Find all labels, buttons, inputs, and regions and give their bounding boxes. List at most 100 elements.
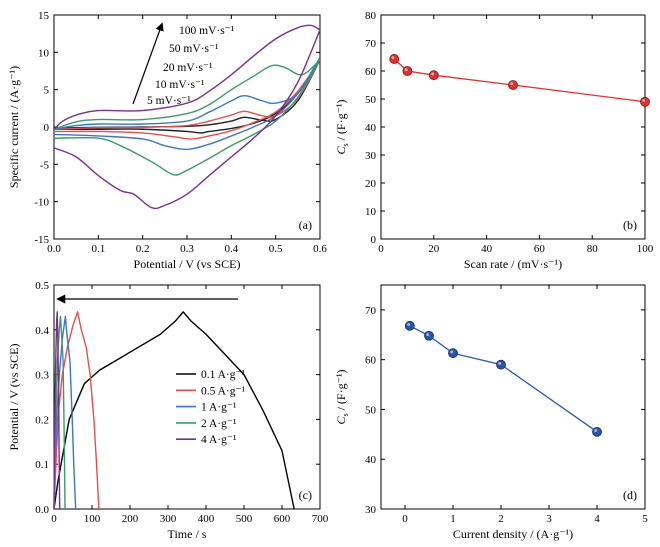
- cs-symbol: C: [334, 146, 348, 155]
- data-point: [428, 70, 439, 81]
- data-point-highlight: [450, 350, 454, 354]
- plot-frame: [53, 284, 321, 510]
- y-tick-label: 10: [38, 47, 50, 59]
- y-tick-label: 30: [365, 504, 377, 516]
- cs-symbol: C: [334, 416, 348, 425]
- y-tick-label: 0.0: [35, 504, 49, 516]
- x-tick-label: 0: [402, 513, 408, 525]
- y-tick-label: 70: [365, 38, 377, 50]
- y-tick-label: 60: [365, 66, 377, 78]
- x-tick-label: 0.0: [47, 243, 61, 255]
- x-tick-label: 300: [160, 513, 177, 525]
- data-point: [404, 320, 415, 331]
- y-tick-label: 0: [44, 122, 50, 134]
- y-tick-label: 60: [365, 355, 377, 367]
- panel-b: 0 20 40 60 80 100 0 10 20 30 40 50 60 70 80 Scan rate /…: [334, 10, 654, 271]
- gcd-curve-4: [53, 311, 61, 510]
- y-tick-label: 80: [365, 10, 377, 22]
- scan-rate-arrow: [132, 22, 164, 105]
- y-axis-unit: / (F·g⁻¹): [334, 99, 348, 143]
- x-tick-label: 200: [122, 513, 139, 525]
- x-axis-label: Potential / V (vs SCE): [134, 257, 241, 271]
- cv-curve-4: [54, 24, 320, 210]
- y-tick-label: 40: [365, 122, 377, 134]
- data-point-highlight: [431, 72, 434, 76]
- x-tick-label: 2: [498, 513, 504, 525]
- data-point: [592, 426, 602, 437]
- y-axis-unit: / (F·g⁻¹): [334, 369, 348, 413]
- gcd-curve-3: [53, 315, 66, 510]
- panel-label: (b): [623, 218, 637, 232]
- data-point: [448, 348, 458, 359]
- x-tick-label: 600: [274, 513, 291, 525]
- x-tick-label: 0.2: [136, 243, 150, 255]
- x-tick-label: 0: [378, 243, 384, 255]
- x-tick-label: 3: [546, 513, 552, 525]
- plot-frame: [380, 284, 646, 510]
- y-tick-label: 0.4: [35, 325, 49, 337]
- data-point-highlight: [391, 56, 395, 60]
- y-tick-label: -10: [34, 197, 49, 209]
- panel-label: (a): [299, 218, 312, 232]
- gcd-curve-1: [53, 311, 100, 510]
- data-point-highlight: [404, 68, 408, 72]
- scan-rate-label: 50 mV·s⁻¹: [169, 43, 219, 55]
- y-tick-label: -15: [34, 234, 49, 246]
- y-tick-label: 30: [365, 150, 377, 162]
- y-tick-label: 40: [365, 454, 377, 466]
- panel-d: 0 1 2 3 4 5 30 40 50 60 70 Current density / (A·g⁻¹…: [334, 284, 648, 541]
- x-tick-label: 0.6: [313, 243, 327, 255]
- data-point: [640, 96, 650, 107]
- y-axis-label: Specific current / (A·g⁻¹): [7, 66, 21, 188]
- y-tick-label: 10: [365, 206, 377, 218]
- y-axis-label: Cs / (F·g⁻¹): [334, 369, 350, 424]
- y-tick-label: 50: [365, 94, 377, 106]
- data-line: [409, 325, 598, 433]
- y-tick-label: 70: [365, 305, 377, 317]
- gcd-curve-2: [53, 315, 77, 510]
- x-axis-label: Current density / (A·g⁻¹): [453, 527, 573, 541]
- data-point: [389, 54, 400, 64]
- y-tick-label: -5: [40, 159, 50, 171]
- x-tick-label: 100: [637, 243, 654, 255]
- legend-label: 0.5 A·g⁻¹: [201, 385, 246, 397]
- data-line: [393, 58, 646, 103]
- x-axis-label: Time / s: [168, 527, 207, 541]
- x-tick-label: 0.5: [269, 243, 283, 255]
- cs-subscript: s: [341, 143, 350, 146]
- data-point-highlight: [642, 99, 646, 102]
- x-tick-label: 400: [198, 513, 215, 525]
- cv-curve-3: [54, 59, 320, 176]
- x-tick-label: 0.4: [224, 243, 238, 255]
- x-tick-label: 80: [587, 243, 599, 255]
- x-tick-label: 40: [481, 243, 493, 255]
- legend-label: 4 A·g⁻¹: [201, 434, 237, 446]
- data-point: [508, 80, 518, 90]
- x-tick-label: 700: [312, 513, 329, 525]
- legend-label: 0.1 A·g⁻¹: [201, 369, 246, 381]
- y-tick-label: 20: [365, 178, 377, 190]
- x-tick-label: 500: [236, 513, 253, 525]
- x-tick-label: 4: [594, 513, 600, 525]
- y-tick-label: 15: [38, 10, 50, 22]
- y-tick-label: 0.5: [35, 280, 49, 292]
- y-tick-label: 50: [365, 404, 377, 416]
- x-tick-label: 0.1: [91, 243, 105, 255]
- data-point: [496, 359, 506, 370]
- cs-subscript: s: [341, 413, 350, 416]
- y-tick-label: 0: [371, 234, 377, 246]
- data-point-highlight: [510, 82, 514, 86]
- gcd-curve-0: [53, 311, 295, 510]
- x-tick-label: 5: [642, 513, 648, 525]
- x-tick-label: 1: [450, 513, 456, 525]
- scan-rate-label: 10 mV·s⁻¹: [155, 79, 205, 91]
- panel-label: (d): [623, 488, 637, 502]
- data-point: [402, 66, 413, 76]
- legend-label: 1 A·g⁻¹: [201, 402, 237, 414]
- y-tick-label: 0.3: [35, 370, 49, 382]
- plot-frame: [380, 14, 646, 240]
- data-point-highlight: [594, 429, 598, 432]
- y-tick-label: 5: [44, 85, 50, 97]
- legend-label: 2 A·g⁻¹: [201, 418, 237, 430]
